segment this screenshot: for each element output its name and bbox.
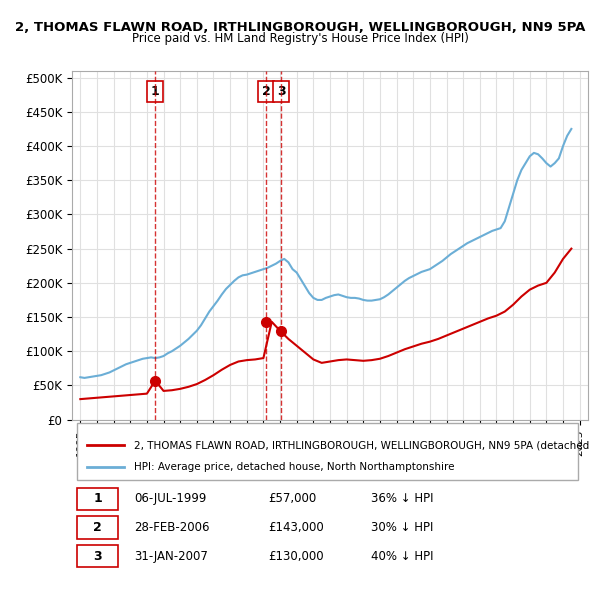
Text: 2, THOMAS FLAWN ROAD, IRTHLINGBOROUGH, WELLINGBOROUGH, NN9 5PA: 2, THOMAS FLAWN ROAD, IRTHLINGBOROUGH, W… [15, 21, 585, 34]
Text: 30% ↓ HPI: 30% ↓ HPI [371, 521, 434, 534]
Text: £143,000: £143,000 [268, 521, 324, 534]
Bar [77, 423, 578, 480]
FancyBboxPatch shape [77, 488, 118, 510]
Text: 40% ↓ HPI: 40% ↓ HPI [371, 549, 434, 562]
Text: 06-JUL-1999: 06-JUL-1999 [134, 493, 206, 506]
Text: 1: 1 [94, 493, 102, 506]
Text: 3: 3 [94, 549, 102, 562]
Text: 31-JAN-2007: 31-JAN-2007 [134, 549, 208, 562]
Text: 28-FEB-2006: 28-FEB-2006 [134, 521, 209, 534]
Text: 2: 2 [94, 521, 102, 534]
Text: 3: 3 [277, 85, 286, 98]
Text: 36% ↓ HPI: 36% ↓ HPI [371, 493, 434, 506]
Text: 2: 2 [262, 85, 271, 98]
Text: 2, THOMAS FLAWN ROAD, IRTHLINGBOROUGH, WELLINGBOROUGH, NN9 5PA (detached: 2, THOMAS FLAWN ROAD, IRTHLINGBOROUGH, W… [134, 440, 589, 450]
Text: £130,000: £130,000 [268, 549, 324, 562]
Text: HPI: Average price, detached house, North Northamptonshire: HPI: Average price, detached house, Nort… [134, 462, 454, 472]
FancyBboxPatch shape [77, 516, 118, 539]
Text: Price paid vs. HM Land Registry's House Price Index (HPI): Price paid vs. HM Land Registry's House … [131, 32, 469, 45]
Text: £57,000: £57,000 [268, 493, 316, 506]
FancyBboxPatch shape [77, 545, 118, 567]
Text: 1: 1 [151, 85, 160, 98]
